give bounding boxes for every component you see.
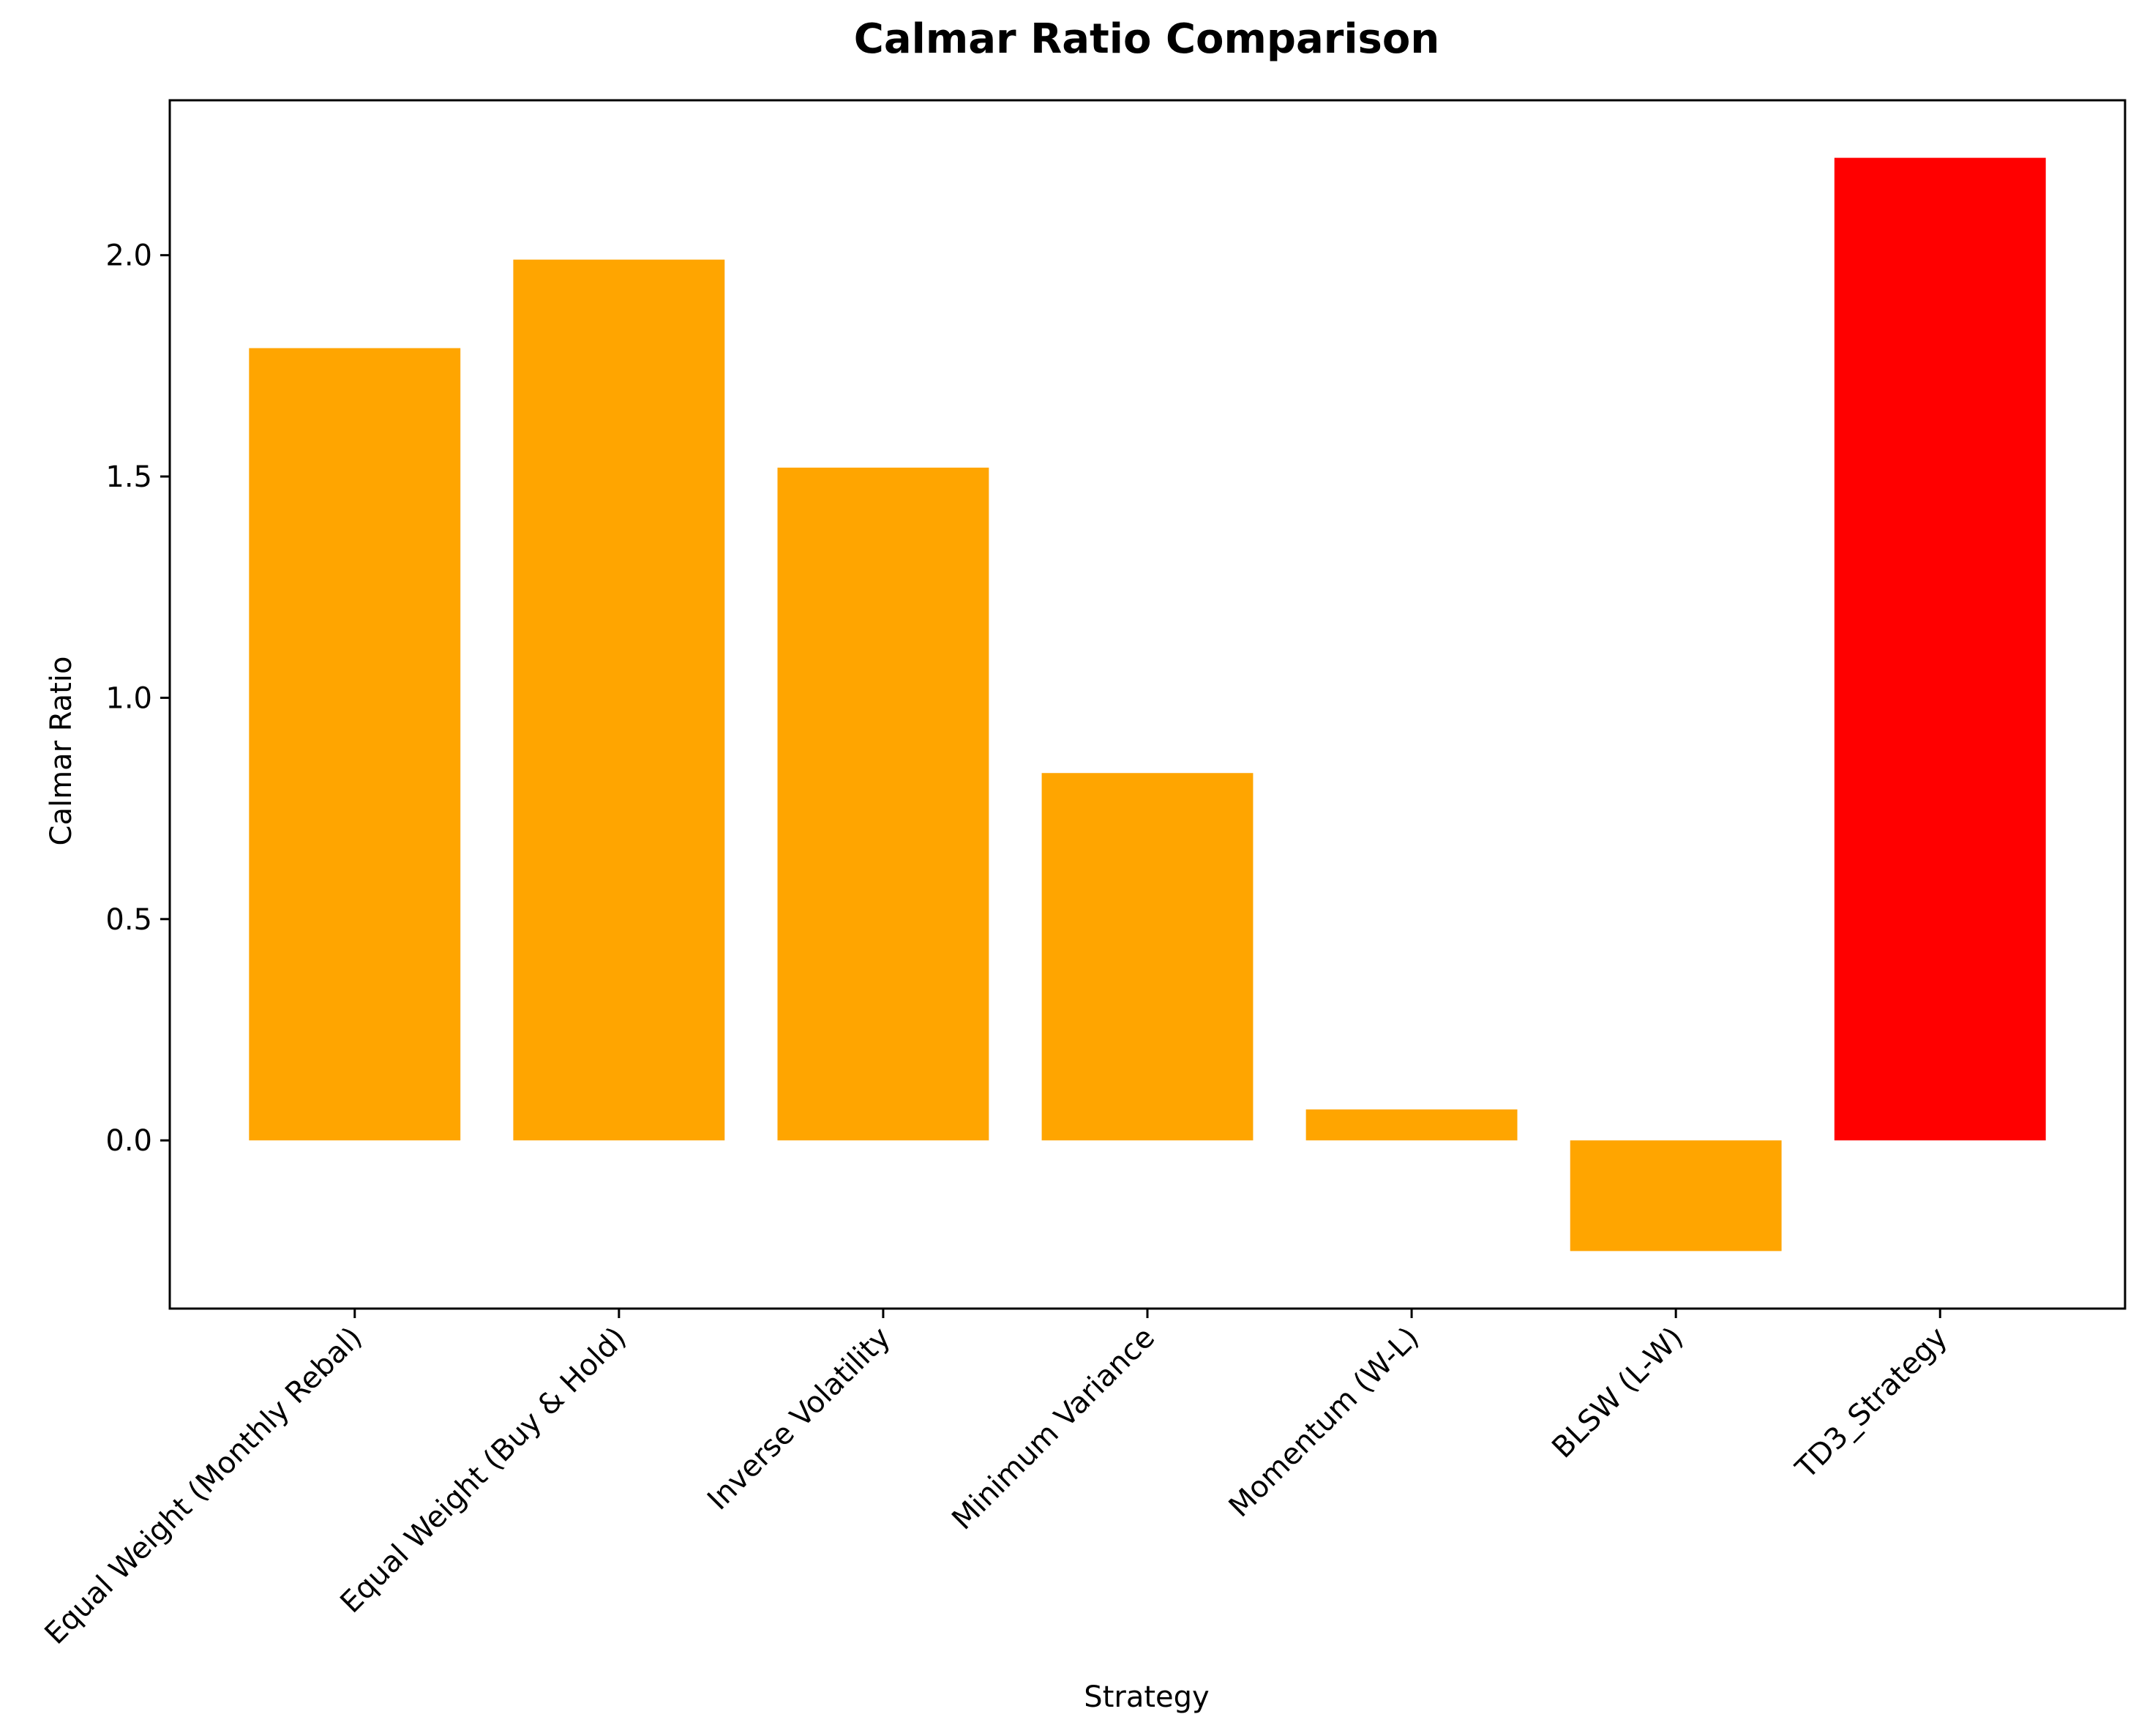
y-axis-label: Calmar Ratio [45,656,78,846]
y-tick-label: 2.0 [105,239,152,273]
y-axis-ticks: 0.0 0.5 1.0 1.5 2.0 [105,239,170,1158]
bar-4 [1305,1109,1518,1141]
y-tick-label: 1.0 [105,681,152,715]
bar-5 [1570,1140,1782,1252]
bar-1 [513,259,725,1141]
plot-area-frame [168,99,2127,1310]
bar-6 [1834,157,2046,1141]
y-tick-label: 0.0 [105,1124,152,1158]
y-tick-label: 1.5 [105,460,152,494]
x-axis-label: Strategy [1084,1680,1209,1714]
bar-3 [1041,773,1254,1141]
y-tick-label: 0.5 [105,903,152,937]
bar-2 [777,467,989,1141]
bars-layer [249,157,2046,1252]
bar-0 [249,348,461,1141]
chart-title: Calmar Ratio Comparison [854,15,1439,63]
